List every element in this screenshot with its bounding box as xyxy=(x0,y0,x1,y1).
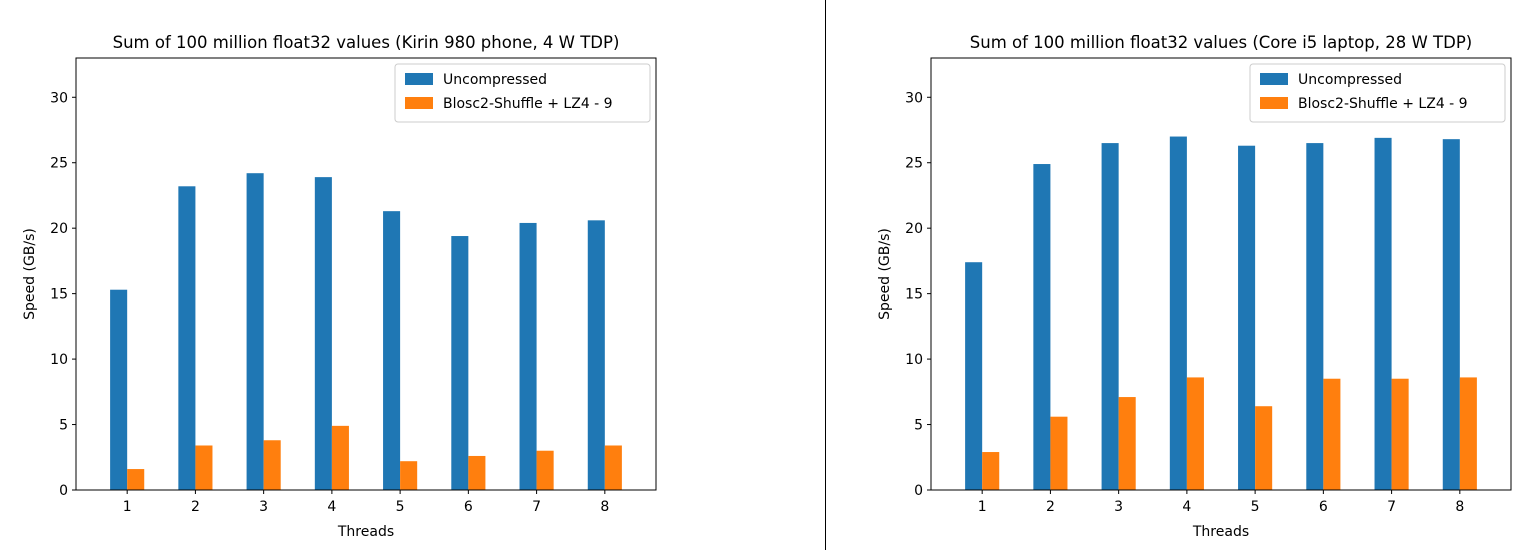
y-tick-label: 5 xyxy=(914,418,923,434)
bar-chart-core-i5: 0 5 10 15 20 25 30 1 2 3 4 5 6 7 8 Sum of 100 million f… xyxy=(877,33,1512,540)
y-tick-label: 10 xyxy=(905,352,923,368)
legend-box xyxy=(394,63,651,123)
bar-uncompressed-6 xyxy=(451,236,469,490)
bar-uncompressed-5 xyxy=(1238,145,1256,490)
bar-compressed-7 xyxy=(536,450,554,490)
bar-uncompressed-2 xyxy=(1033,164,1051,490)
y-tick-label: 15 xyxy=(50,287,68,303)
chart-legend: Uncompressed Blosc2-Shuffle + LZ4 - 9 xyxy=(1249,63,1506,123)
legend-swatch-uncompressed xyxy=(1260,73,1288,85)
chart-panel-core-i5: 0 5 10 15 20 25 30 1 2 3 4 5 6 7 8 Sum of 100 million f… xyxy=(764,0,1528,550)
x-tick-label: 4 xyxy=(327,499,336,515)
chart-legend: Uncompressed Blosc2-Shuffle + LZ4 - 9 xyxy=(394,63,651,123)
legend-label-uncompressed: Uncompressed xyxy=(1298,72,1402,88)
legend-swatch-compressed xyxy=(1260,97,1288,109)
bar-uncompressed-3 xyxy=(246,173,264,490)
bar-uncompressed-4 xyxy=(314,177,332,491)
bar-compressed-8 xyxy=(1459,377,1477,490)
x-tick-label: 5 xyxy=(1251,499,1260,515)
bar-compressed-5 xyxy=(1255,406,1273,490)
bar-uncompressed-1 xyxy=(110,289,128,490)
plot-frame xyxy=(930,57,1512,491)
x-tick-label: 3 xyxy=(1114,499,1123,515)
legend-label-uncompressed: Uncompressed xyxy=(443,72,547,88)
x-tick-label: 2 xyxy=(191,499,200,515)
y-tick-label: 20 xyxy=(50,221,68,237)
legend-swatch-uncompressed xyxy=(405,73,433,85)
bar-uncompressed-4 xyxy=(1169,136,1187,490)
bar-compressed-1 xyxy=(982,452,1000,490)
legend-swatch-compressed xyxy=(405,97,433,109)
y-tick-label: 20 xyxy=(905,221,923,237)
y-axis-label: Speed (GB/s) xyxy=(877,228,893,320)
y-tick-label: 25 xyxy=(905,156,923,172)
bar-compressed-6 xyxy=(1323,378,1341,490)
bar-compressed-2 xyxy=(1050,416,1068,490)
bar-compressed-7 xyxy=(1391,378,1409,490)
chart-title: Sum of 100 million float32 values (Kirin… xyxy=(113,33,620,52)
legend-box xyxy=(1249,63,1506,123)
bar-uncompressed-8 xyxy=(1442,139,1460,490)
y-tick-label: 5 xyxy=(59,418,68,434)
bar-compressed-8 xyxy=(604,445,622,490)
chart-panel-kirin: 0 5 10 15 20 25 30 1 2 3 4 5 6 7 8 Sum of 100 million f… xyxy=(0,0,764,550)
bar-uncompressed-5 xyxy=(383,211,401,490)
x-tick-label: 2 xyxy=(1046,499,1055,515)
y-tick-label: 0 xyxy=(59,483,68,499)
x-tick-label: 5 xyxy=(396,499,405,515)
x-axis-label: Threads xyxy=(1192,524,1249,540)
bar-chart-kirin: 0 5 10 15 20 25 30 1 2 3 4 5 6 7 8 Sum of 100 million f… xyxy=(22,33,657,540)
x-tick-label: 7 xyxy=(532,499,541,515)
bar-uncompressed-7 xyxy=(519,222,537,491)
y-axis-label: Speed (GB/s) xyxy=(22,228,38,320)
x-tick-label: 1 xyxy=(123,499,132,515)
legend-label-compressed: Blosc2-Shuffle + LZ4 - 9 xyxy=(443,96,613,112)
y-tick-label: 30 xyxy=(50,90,68,106)
y-tick-label: 25 xyxy=(50,156,68,172)
y-tick-label: 0 xyxy=(914,483,923,499)
bar-uncompressed-7 xyxy=(1374,137,1392,490)
plot-frame xyxy=(75,57,657,491)
x-tick-label: 3 xyxy=(259,499,268,515)
y-tick-label: 30 xyxy=(905,90,923,106)
x-tick-label: 7 xyxy=(1387,499,1396,515)
bar-compressed-4 xyxy=(1186,377,1204,490)
x-tick-label: 4 xyxy=(1182,499,1191,515)
panel-divider xyxy=(825,0,826,550)
bar-compressed-5 xyxy=(400,461,418,490)
bar-compressed-2 xyxy=(195,445,213,490)
bar-uncompressed-8 xyxy=(587,220,605,490)
bar-compressed-3 xyxy=(263,440,281,490)
x-tick-label: 8 xyxy=(600,499,609,515)
legend-label-compressed: Blosc2-Shuffle + LZ4 - 9 xyxy=(1298,96,1468,112)
bar-uncompressed-1 xyxy=(965,262,983,490)
x-axis-label: Threads xyxy=(337,524,394,540)
bar-compressed-4 xyxy=(331,425,349,490)
bar-uncompressed-3 xyxy=(1101,143,1119,490)
x-tick-label: 6 xyxy=(464,499,473,515)
x-tick-label: 8 xyxy=(1455,499,1464,515)
bar-compressed-1 xyxy=(127,469,145,490)
y-tick-label: 15 xyxy=(905,287,923,303)
bar-compressed-6 xyxy=(468,455,486,490)
chart-title: Sum of 100 million float32 values (Core … xyxy=(970,33,1472,52)
x-tick-label: 1 xyxy=(978,499,987,515)
y-tick-label: 10 xyxy=(50,352,68,368)
x-tick-label: 6 xyxy=(1319,499,1328,515)
bar-compressed-3 xyxy=(1118,397,1136,490)
bar-uncompressed-2 xyxy=(178,186,196,491)
bar-uncompressed-6 xyxy=(1306,143,1324,490)
